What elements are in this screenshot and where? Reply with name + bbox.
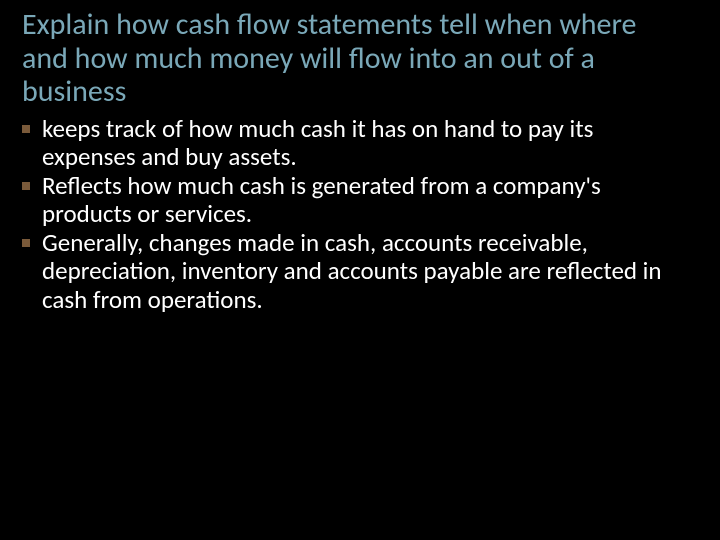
slide: Explain how cash flow statements tell wh…: [0, 0, 720, 540]
list-item: keeps track of how much cash it has on h…: [18, 115, 688, 172]
slide-title: Explain how cash flow statements tell wh…: [14, 8, 706, 109]
list-item: Generally, changes made in cash, account…: [18, 229, 688, 315]
bullet-text: Reflects how much cash is generated from…: [42, 170, 601, 230]
list-item: Reflects how much cash is generated from…: [18, 172, 688, 229]
bullet-text: Generally, changes made in cash, account…: [42, 227, 662, 315]
bullet-list: keeps track of how much cash it has on h…: [14, 115, 706, 315]
bullet-text: keeps track of how much cash it has on h…: [42, 113, 593, 173]
